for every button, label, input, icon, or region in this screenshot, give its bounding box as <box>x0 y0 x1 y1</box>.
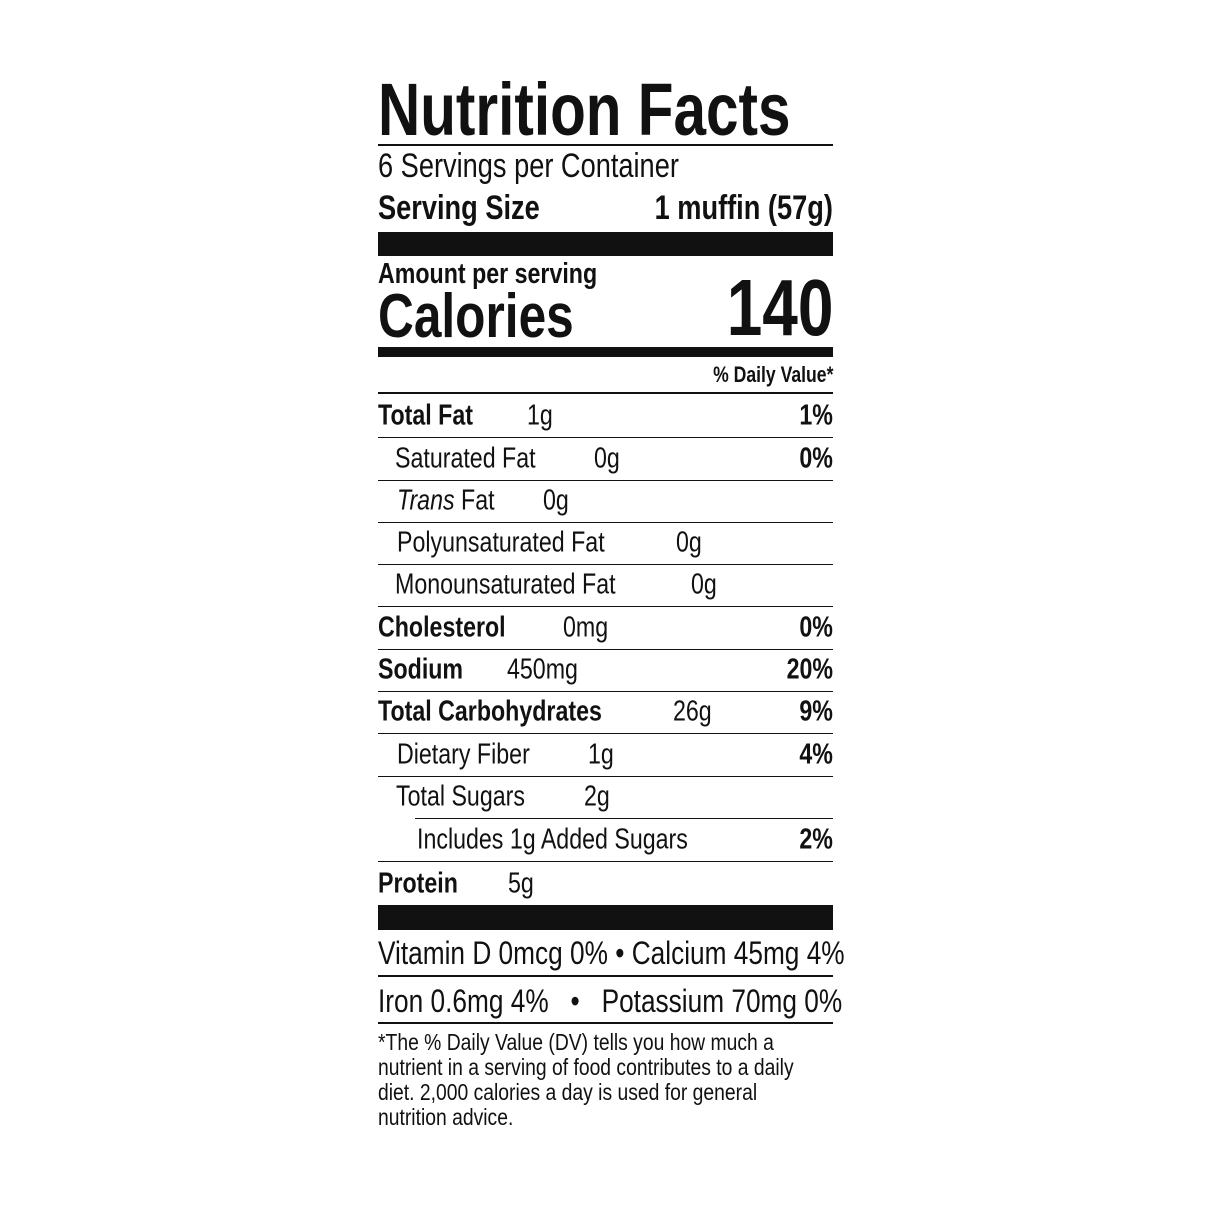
divider <box>378 144 833 146</box>
vitamins-row-2: Iron 0.6mg 4% • Potassium 70mg 0% <box>378 982 944 1020</box>
nutrient-label: Cholesterol <box>378 611 506 644</box>
serving-size-label: Serving Size <box>378 188 580 228</box>
footnote-line: nutrient in a serving of food contribute… <box>378 1054 794 1080</box>
divider <box>378 690 833 692</box>
nutrient-amount: 0mg <box>563 611 609 644</box>
daily-value-header-text: % Daily Value* <box>712 362 833 387</box>
nutrient-dv: 0% <box>799 442 833 475</box>
footnote-line: nutrition advice. <box>378 1104 514 1130</box>
nutrient-amount: 0g <box>676 526 702 559</box>
medium-divider <box>378 347 833 357</box>
footnote-line: *The % Daily Value (DV) tells you how mu… <box>378 1029 774 1055</box>
nutrient-label: Fat <box>454 484 495 517</box>
serving-size-value: 1 muffin (57g) <box>610 188 833 228</box>
nutrient-label-italic: Trans <box>397 484 455 517</box>
nutrient-row-total-fat: Total Fat 1g 1% <box>378 395 833 438</box>
nutrient-amount: 450mg <box>507 653 578 686</box>
divider <box>378 1022 833 1024</box>
divider <box>378 732 833 734</box>
nutrient-label: Total Carbohydrates <box>378 695 602 728</box>
nutrient-label: Protein <box>378 867 458 900</box>
nutrient-label: Polyunsaturated Fat <box>397 526 605 559</box>
nutrient-dv: 2% <box>799 823 833 856</box>
divider <box>415 817 833 819</box>
divider <box>378 860 833 862</box>
nutrient-row-dietary-fiber: Dietary Fiber 1g 4% <box>378 734 833 777</box>
nutrient-label: Includes 1g Added Sugars <box>417 823 688 856</box>
footnote-line: diet. 2,000 calories a day is used for g… <box>378 1079 758 1105</box>
serving-size-label-text: Serving Size <box>378 189 540 227</box>
divider <box>378 975 833 977</box>
calories-value-text: 140 <box>726 263 833 352</box>
nutrient-amount: 26g <box>673 695 712 728</box>
daily-value-header: % Daily Value* <box>683 362 833 388</box>
divider <box>378 392 833 394</box>
divider <box>378 479 833 481</box>
nutrient-label: Saturated Fat <box>395 442 536 475</box>
serving-size-value-text: 1 muffin (57g) <box>654 189 833 227</box>
nutrient-label: Dietary Fiber <box>397 738 530 771</box>
vitamins-text: Vitamin D 0mcg 0% • Calcium 45mg 4% <box>378 935 845 971</box>
nutrient-row-monounsaturated-fat: Monounsaturated Fat 0g <box>378 564 833 607</box>
title-text: Nutrition Facts <box>378 68 791 151</box>
nutrient-row-polyunsaturated-fat: Polyunsaturated Fat 0g <box>378 522 833 565</box>
amount-per-serving-text: Amount per serving <box>378 258 598 290</box>
divider <box>378 775 833 777</box>
thick-divider <box>378 905 833 930</box>
thick-divider <box>378 232 833 256</box>
nutrient-dv: 0% <box>799 611 833 644</box>
divider <box>378 436 833 438</box>
nutrient-row-total-carbohydrates: Total Carbohydrates 26g 9% <box>378 691 833 734</box>
nutrient-label: Sodium <box>378 653 464 686</box>
nutrient-row-saturated-fat: Saturated Fat 0g 0% <box>378 438 833 481</box>
nutrient-dv: 20% <box>786 653 833 686</box>
calories-value: 140 <box>700 268 833 348</box>
divider <box>378 521 833 523</box>
nutrient-label: Total Sugars <box>396 780 525 813</box>
nutrient-label: Total Fat <box>378 399 473 432</box>
footnote: *The % Daily Value (DV) tells you how mu… <box>378 1030 873 1130</box>
nutrient-amount: 1g <box>588 738 614 771</box>
nutrient-amount: 0g <box>543 484 569 517</box>
amount-per-serving: Amount per serving <box>378 258 652 290</box>
nutrient-dv: 4% <box>799 738 833 771</box>
nutrient-amount: 1g <box>527 399 553 432</box>
nutrient-row-added-sugars: Includes 1g Added Sugars 2% <box>378 819 833 862</box>
nutrient-row-sodium: Sodium 450mg 20% <box>378 649 833 692</box>
calories-label-text: Calories <box>378 282 574 351</box>
nutrient-row-cholesterol: Cholesterol 0mg 0% <box>378 607 833 650</box>
nutrient-amount: 5g <box>508 867 534 900</box>
nutrient-amount: 2g <box>584 780 610 813</box>
divider <box>378 563 833 565</box>
nutrient-row-total-sugars: Total Sugars 2g <box>378 776 833 819</box>
nutrient-row-protein: Protein 5g <box>378 863 833 905</box>
servings-per-container: 6 Servings per Container <box>378 146 754 186</box>
divider <box>378 648 833 650</box>
label-title: Nutrition Facts <box>378 70 900 150</box>
nutrient-amount: 0g <box>594 442 620 475</box>
nutrient-amount: 0g <box>691 568 717 601</box>
servings-text: 6 Servings per Container <box>378 147 679 185</box>
vitamins-text: Iron 0.6mg 4% • Potassium 70mg 0% <box>378 983 843 1019</box>
divider <box>378 605 833 607</box>
nutrient-dv: 1% <box>799 399 833 432</box>
nutrient-dv: 9% <box>799 695 833 728</box>
vitamins-row-1: Vitamin D 0mcg 0% • Calcium 45mg 4% <box>378 934 947 972</box>
nutrient-row-trans-fat: Trans Fat 0g <box>378 480 833 523</box>
calories-label: Calories <box>378 284 623 350</box>
nutrient-label: Monounsaturated Fat <box>395 568 616 601</box>
